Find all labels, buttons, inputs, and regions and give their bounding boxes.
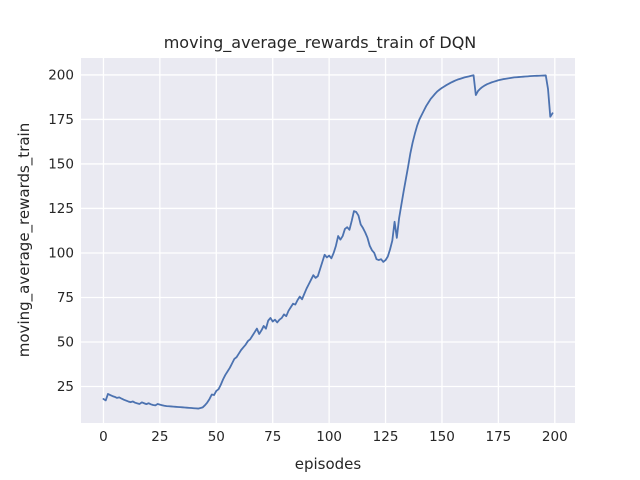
x-tick-label: 0 [99, 429, 108, 445]
x-tick-label: 200 [542, 429, 568, 445]
y-tick-label: 50 [57, 334, 74, 350]
chart-title: moving_average_rewards_train of DQN [163, 33, 477, 52]
x-tick-label: 50 [208, 429, 225, 445]
x-tick-label: 25 [151, 429, 168, 445]
line-series [102, 74, 554, 410]
y-tick-label: 150 [48, 156, 74, 172]
x-tick-label: 75 [264, 429, 281, 445]
x-tick-label: 150 [429, 429, 455, 445]
x-axis-label: episodes [294, 455, 362, 473]
y-tick-label: 175 [48, 112, 74, 128]
y-tick-label: 200 [48, 67, 74, 83]
x-tick-label: 125 [373, 429, 399, 445]
y-tick-label: 100 [48, 245, 74, 261]
y-axis-label: moving_average_rewards_train [15, 122, 33, 358]
y-tick-label: 125 [48, 201, 74, 217]
x-tick-label: 175 [485, 429, 511, 445]
y-tick-label: 25 [57, 379, 74, 395]
plot-area [81, 58, 575, 423]
x-tick-label: 100 [316, 429, 342, 445]
y-tick-label: 75 [57, 290, 74, 306]
